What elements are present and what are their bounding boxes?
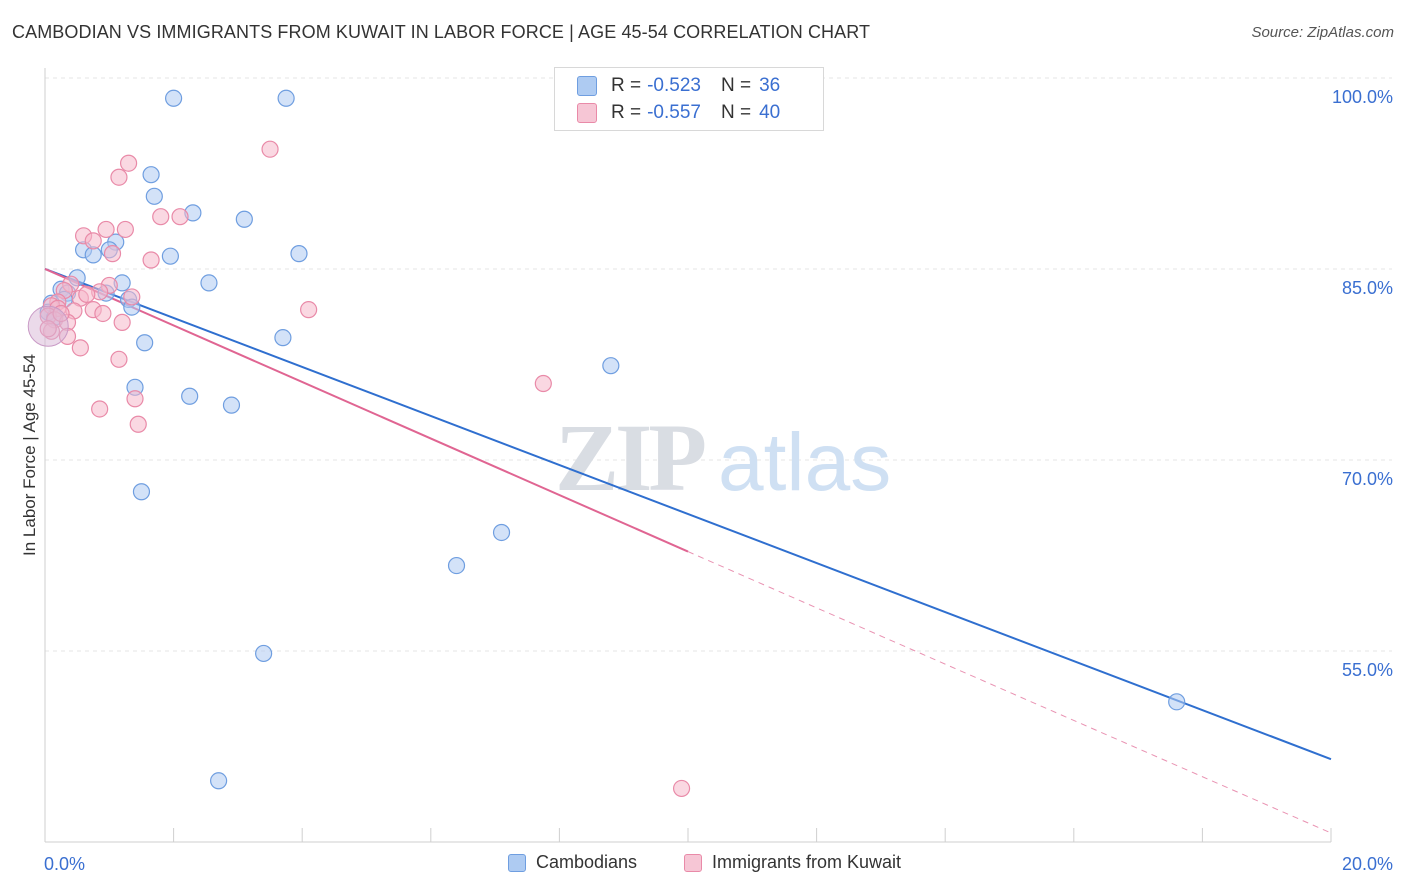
n-label: N =: [720, 102, 752, 123]
n-value: 40: [759, 102, 781, 123]
point-cambodian: [274, 329, 292, 347]
r-value: -0.557: [647, 102, 701, 123]
trend-line-cambodians: [44, 267, 1332, 761]
point-cambodian: [132, 483, 151, 501]
point-kuwait: [78, 285, 96, 303]
point-kuwait: [123, 288, 141, 306]
point-kuwait: [672, 779, 691, 798]
pink-swatch: [684, 853, 702, 872]
r-label: R =: [611, 102, 642, 123]
point-cambodian: [1168, 693, 1186, 711]
trend-lines: [44, 267, 1332, 834]
trend-line-kuwait: [44, 267, 689, 553]
legend-label: Immigrants from Kuwait: [712, 852, 902, 872]
point-cambodian: [142, 166, 160, 184]
point-cambodian: [235, 210, 253, 228]
r-label: R =: [611, 75, 642, 96]
point-cambodian: [136, 334, 154, 352]
y-tick-label: 55.0%: [1342, 660, 1393, 680]
point-cambodian: [222, 396, 241, 414]
watermark-atlas: atlas: [718, 417, 891, 508]
r-value: -0.523: [647, 75, 701, 96]
point-kuwait: [71, 339, 89, 357]
point-kuwait: [116, 220, 134, 239]
pink-swatch: [577, 103, 597, 123]
x-tick-label-min: 0.0%: [44, 854, 85, 874]
point-kuwait: [103, 245, 122, 263]
point-cambodian: [255, 644, 273, 663]
point-cambodian: [161, 247, 179, 265]
point-kuwait: [113, 313, 131, 331]
point-cambodian: [165, 89, 183, 107]
point-kuwait: [142, 251, 160, 269]
y-tick-label: 100.0%: [1332, 87, 1393, 107]
point-cambodian: [145, 187, 163, 205]
point-kuwait: [84, 232, 102, 250]
point-kuwait: [110, 168, 128, 186]
point-cambodian: [210, 772, 228, 790]
point-kuwait: [126, 390, 144, 408]
point-kuwait: [152, 208, 170, 226]
trend-line-extension: [687, 551, 1332, 834]
n-label: N =: [720, 75, 752, 96]
blue-swatch: [577, 76, 597, 96]
point-kuwait: [300, 301, 318, 319]
series-legend: Cambodians Immigrants from Kuwait: [0, 852, 1406, 878]
legend-label: Cambodians: [536, 852, 638, 872]
point-cambodian: [447, 556, 466, 575]
watermark: ZIP atlas: [555, 404, 891, 511]
watermark-zip: ZIP: [555, 404, 704, 511]
point-cambodian: [492, 523, 511, 542]
point-kuwait: [129, 415, 147, 433]
point-cambodian: [277, 89, 295, 107]
point-cambodian: [181, 387, 199, 405]
legend-item-cambodians[interactable]: Cambodians: [508, 852, 637, 873]
point-kuwait: [171, 208, 189, 226]
point-kuwait: [97, 220, 115, 239]
y-tick-label: 85.0%: [1342, 278, 1393, 298]
x-ticks: [44, 828, 1332, 842]
point-cluster: [27, 305, 69, 347]
y-tick-label: 70.0%: [1342, 469, 1393, 489]
y-tick-labels: 55.0% 70.0% 85.0% 100.0%: [1332, 87, 1393, 680]
x-tick-label-max: 20.0%: [1342, 854, 1393, 874]
legend-item-kuwait[interactable]: Immigrants from Kuwait: [684, 852, 901, 873]
point-cambodian: [200, 274, 218, 292]
stats-legend: R = -0.523 N = 36 R = -0.557 N = 40: [554, 67, 824, 131]
point-kuwait: [94, 304, 112, 323]
point-kuwait: [119, 154, 138, 172]
blue-swatch: [508, 853, 526, 872]
point-kuwait: [261, 140, 279, 158]
y-axis-label: In Labor Force | Age 45-54: [20, 354, 39, 556]
n-value: 36: [759, 75, 781, 96]
point-cambodian: [290, 245, 308, 263]
point-kuwait: [534, 374, 552, 393]
chart-title: CAMBODIAN VS IMMIGRANTS FROM KUWAIT IN L…: [12, 22, 871, 42]
point-cambodian: [602, 357, 620, 375]
point-kuwait: [91, 400, 109, 418]
point-kuwait: [110, 350, 128, 368]
data-points: [27, 89, 1186, 798]
source-label: Source: ZipAtlas.com: [1251, 24, 1394, 41]
stats-row-cambodians: R = -0.523 N = 36: [577, 75, 780, 97]
stats-row-kuwait: R = -0.557 N = 40: [577, 102, 780, 124]
